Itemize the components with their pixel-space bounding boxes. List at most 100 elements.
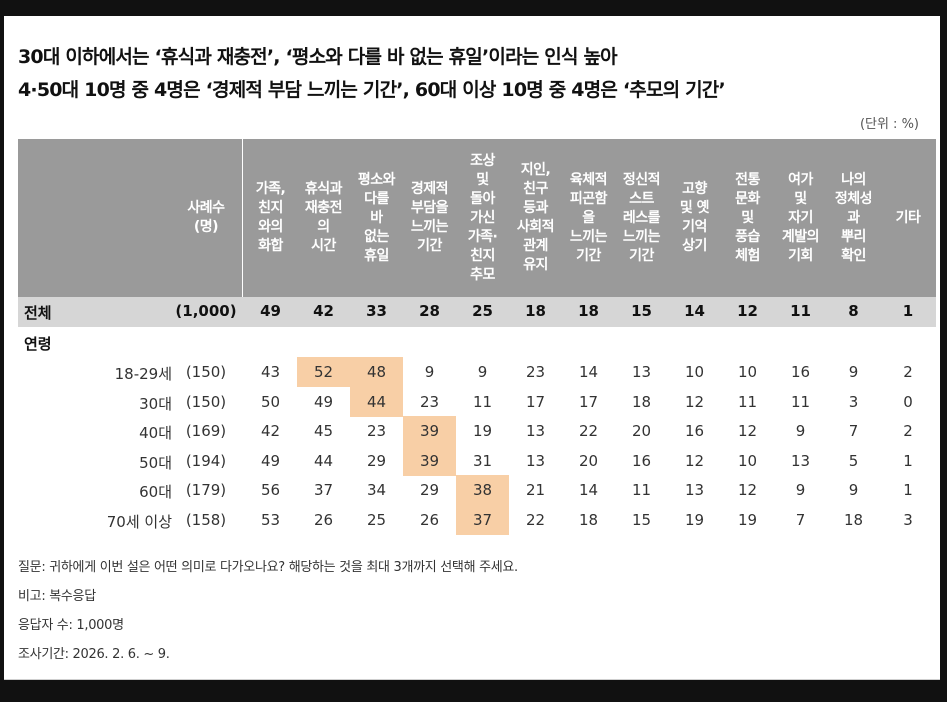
right-border <box>940 0 947 702</box>
table-cell: 9 <box>848 363 859 381</box>
table-cell: 23 <box>366 422 387 440</box>
table-cell: 11 <box>472 393 493 411</box>
table-cell: 42 <box>260 422 281 440</box>
table-cell: 12 <box>737 481 758 499</box>
header-hometown-memories: 고향 및 옛 기억 상기 <box>679 181 710 254</box>
table-header <box>18 139 936 297</box>
header-sample-size: 사례수 (명) <box>187 200 225 235</box>
header-ordinary-holiday: 평소와 다를 바 없는 휴일 <box>357 171 396 264</box>
table-cell: 13 <box>525 452 546 470</box>
table-cell: 39 <box>419 452 440 470</box>
header-ancestor-memorial: 조상 및 돌아 가신 가족· 친지 추모 <box>467 152 498 283</box>
table-cell: 43 <box>260 363 281 381</box>
highlight-cell <box>456 475 509 505</box>
row-sample-size: (158) <box>185 511 227 529</box>
table-cell: 10 <box>737 452 758 470</box>
row-label: 60대 <box>139 483 172 501</box>
table-cell: 2 <box>903 363 913 381</box>
table-cell: 22 <box>578 422 599 440</box>
header-mental-stress: 정신적 스트 레스를 느끼는 기간 <box>622 171 661 264</box>
total-label: 전체 <box>24 304 52 322</box>
header-separator <box>242 139 243 297</box>
table-cell: 16 <box>790 363 811 381</box>
table-cell: 48 <box>366 363 387 381</box>
table-cell: 16 <box>631 452 652 470</box>
row-sample-size: (150) <box>185 363 227 381</box>
table-cell: 49 <box>313 393 334 411</box>
table-cell: 49 <box>260 452 281 470</box>
table-cell: 9 <box>477 363 488 381</box>
table-cell: 9 <box>795 481 806 499</box>
table-cell: 19 <box>472 422 493 440</box>
table-cell: 9 <box>424 363 435 381</box>
table-cell: 37 <box>313 481 334 499</box>
table-cell: 38 <box>472 481 493 499</box>
total-value: 11 <box>790 302 811 320</box>
total-value: 1 <box>902 302 914 320</box>
title-line-2: 4·50대 10명 중 4명은 ‘경제적 부담 느끼는 기간’, 60대 이상 … <box>18 79 726 101</box>
table-cell: 5 <box>848 452 859 470</box>
table-cell: 20 <box>631 422 652 440</box>
table-cell: 45 <box>313 422 334 440</box>
table-cell: 56 <box>260 481 281 499</box>
table-cell: 11 <box>790 393 811 411</box>
table-cell: 26 <box>313 511 334 529</box>
table-cell: 11 <box>631 481 652 499</box>
table-cell: 17 <box>525 393 546 411</box>
table-cell: 50 <box>260 393 281 411</box>
row-sample-size: (194) <box>185 452 227 470</box>
survey-question: 질문: 귀하에게 이번 설은 어떤 의미로 다가오나요? 해당하는 것을 최대 … <box>18 560 518 575</box>
table-cell: 12 <box>684 393 705 411</box>
table-cell: 10 <box>737 363 758 381</box>
header-rest-recharge: 휴식과 재충전 의 시간 <box>304 181 343 254</box>
total-value: 18 <box>578 302 599 320</box>
total-value: 18 <box>525 302 546 320</box>
table-cell: 44 <box>366 393 387 411</box>
table-cell: 18 <box>578 511 599 529</box>
title-line-1: 30대 이하에서는 ‘휴식과 재충전’, ‘평소와 다를 바 없는 휴일’이라는… <box>18 46 618 68</box>
table-cell: 10 <box>684 363 705 381</box>
total-value: 49 <box>260 302 281 320</box>
top-border <box>0 0 947 16</box>
bottom-border <box>0 680 947 702</box>
table-cell: 20 <box>578 452 599 470</box>
table-cell: 9 <box>848 481 859 499</box>
table-cell: 12 <box>737 422 758 440</box>
header-economic-burden: 경제적 부담을 느끼는 기간 <box>410 181 449 254</box>
table-cell: 13 <box>790 452 811 470</box>
table-cell: 13 <box>525 422 546 440</box>
table-cell: 1 <box>903 481 913 499</box>
table-cell: 31 <box>472 452 493 470</box>
table-cell: 21 <box>525 481 546 499</box>
table-cell: 22 <box>525 511 546 529</box>
table-cell: 18 <box>631 393 652 411</box>
highlight-cell <box>456 505 509 535</box>
total-value: 42 <box>313 302 334 320</box>
table-cell: 17 <box>578 393 599 411</box>
table-cell: 2 <box>903 422 913 440</box>
table-cell: 1 <box>903 452 913 470</box>
highlight-cell <box>350 357 403 387</box>
total-value: 28 <box>419 302 440 320</box>
highlight-cell <box>403 416 456 446</box>
row-sample-size: (169) <box>185 422 227 440</box>
total-value: 25 <box>472 302 493 320</box>
survey-note: 비고: 복수응답 <box>18 589 96 604</box>
table-cell: 29 <box>419 481 440 499</box>
header-family-harmony: 가족, 친지 와의 화합 <box>255 181 286 254</box>
row-label: 50대 <box>139 454 172 472</box>
survey-period: 조사기간: 2026. 2. 6. ~ 9. <box>18 647 170 662</box>
table-cell: 52 <box>313 363 334 381</box>
table-cell: 26 <box>419 511 440 529</box>
table-cell: 44 <box>313 452 334 470</box>
table-cell: 7 <box>795 511 806 529</box>
table-cell: 3 <box>903 511 913 529</box>
unit-label: (단위 : %) <box>859 117 919 132</box>
table-cell: 37 <box>472 511 493 529</box>
bottom-divider <box>4 679 940 680</box>
table-cell: 19 <box>737 511 758 529</box>
table-cell: 13 <box>684 481 705 499</box>
highlight-cell <box>403 446 456 476</box>
row-sample-size: (150) <box>185 393 227 411</box>
table-cell: 53 <box>260 511 281 529</box>
